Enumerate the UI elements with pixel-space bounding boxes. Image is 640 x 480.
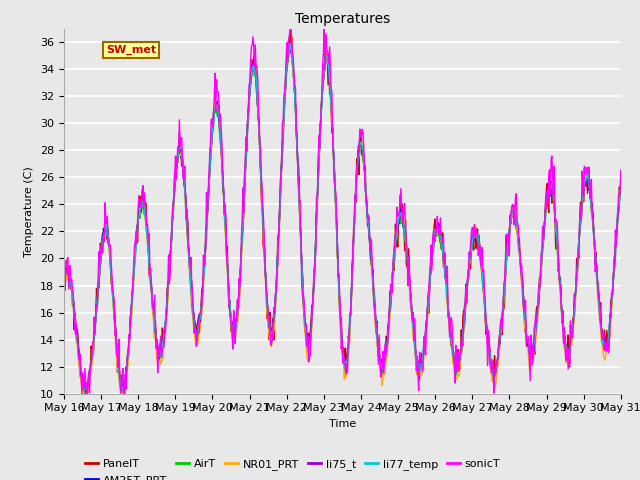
AM25T_PRT <box>128 298 136 304</box>
li77_temp <box>286 41 294 47</box>
AM25T_PRT <box>70 300 78 306</box>
PanelT <box>286 28 294 34</box>
PanelT <box>118 400 125 406</box>
li77_temp <box>70 307 78 312</box>
AM25T_PRT <box>617 183 625 189</box>
Line: li75_t: li75_t <box>64 46 621 392</box>
Y-axis label: Temperature (C): Temperature (C) <box>24 166 35 257</box>
li77_temp <box>412 352 419 358</box>
li75_t <box>214 111 222 117</box>
sonicT <box>185 249 193 254</box>
AirT <box>70 312 78 317</box>
AirT <box>60 283 68 288</box>
NR01_PRT <box>428 259 436 265</box>
sonicT <box>60 265 68 271</box>
sonicT <box>287 14 295 20</box>
PanelT <box>214 110 222 116</box>
sonicT <box>70 311 78 316</box>
NR01_PRT <box>118 397 125 403</box>
NR01_PRT <box>70 311 78 316</box>
AM25T_PRT <box>185 245 193 251</box>
AirT <box>128 301 136 307</box>
AM25T_PRT <box>214 112 222 118</box>
Legend: PanelT, AM25T_PRT, AirT, NR01_PRT, li75_t, li77_temp, sonicT: PanelT, AM25T_PRT, AirT, NR01_PRT, li75_… <box>81 455 504 480</box>
NR01_PRT <box>617 186 625 192</box>
li75_t <box>60 278 68 284</box>
li77_temp <box>185 248 193 254</box>
Line: AM25T_PRT: AM25T_PRT <box>64 47 621 391</box>
li77_temp <box>128 296 136 301</box>
AM25T_PRT <box>286 44 294 49</box>
PanelT <box>128 288 136 294</box>
NR01_PRT <box>412 353 419 359</box>
li75_t <box>185 249 193 255</box>
sonicT <box>412 343 419 348</box>
li75_t <box>428 255 436 261</box>
sonicT <box>128 292 136 298</box>
AM25T_PRT <box>60 274 68 280</box>
Line: sonicT: sonicT <box>64 17 621 400</box>
Title: Temperatures: Temperatures <box>295 12 390 26</box>
AirT <box>118 392 125 397</box>
AM25T_PRT <box>412 348 419 354</box>
Line: AirT: AirT <box>64 51 621 395</box>
AM25T_PRT <box>428 257 436 263</box>
PanelT <box>428 253 436 259</box>
li77_temp <box>81 386 89 392</box>
PanelT <box>60 272 68 277</box>
li77_temp <box>617 184 625 190</box>
X-axis label: Time: Time <box>329 419 356 429</box>
AirT <box>428 257 436 263</box>
sonicT <box>428 267 436 273</box>
NR01_PRT <box>185 255 193 261</box>
li75_t <box>285 43 293 48</box>
AirT <box>286 48 294 54</box>
PanelT <box>412 355 419 361</box>
li75_t <box>82 389 90 395</box>
PanelT <box>185 251 193 257</box>
Line: PanelT: PanelT <box>64 31 621 403</box>
PanelT <box>617 179 625 185</box>
sonicT <box>120 397 128 403</box>
AirT <box>185 251 193 256</box>
NR01_PRT <box>128 307 136 313</box>
li75_t <box>617 186 625 192</box>
li77_temp <box>428 258 436 264</box>
AirT <box>214 112 222 118</box>
sonicT <box>617 167 625 173</box>
AM25T_PRT <box>82 388 90 394</box>
li75_t <box>70 306 78 312</box>
NR01_PRT <box>60 282 68 288</box>
li77_temp <box>60 276 68 282</box>
AirT <box>617 190 625 195</box>
li75_t <box>128 293 136 299</box>
Line: NR01_PRT: NR01_PRT <box>64 45 621 400</box>
li75_t <box>412 350 419 356</box>
sonicT <box>214 89 222 95</box>
AirT <box>412 350 419 356</box>
Text: SW_met: SW_met <box>106 45 156 55</box>
NR01_PRT <box>214 110 222 116</box>
Line: li77_temp: li77_temp <box>64 44 621 389</box>
NR01_PRT <box>287 42 295 48</box>
li77_temp <box>214 110 222 116</box>
PanelT <box>70 326 78 332</box>
